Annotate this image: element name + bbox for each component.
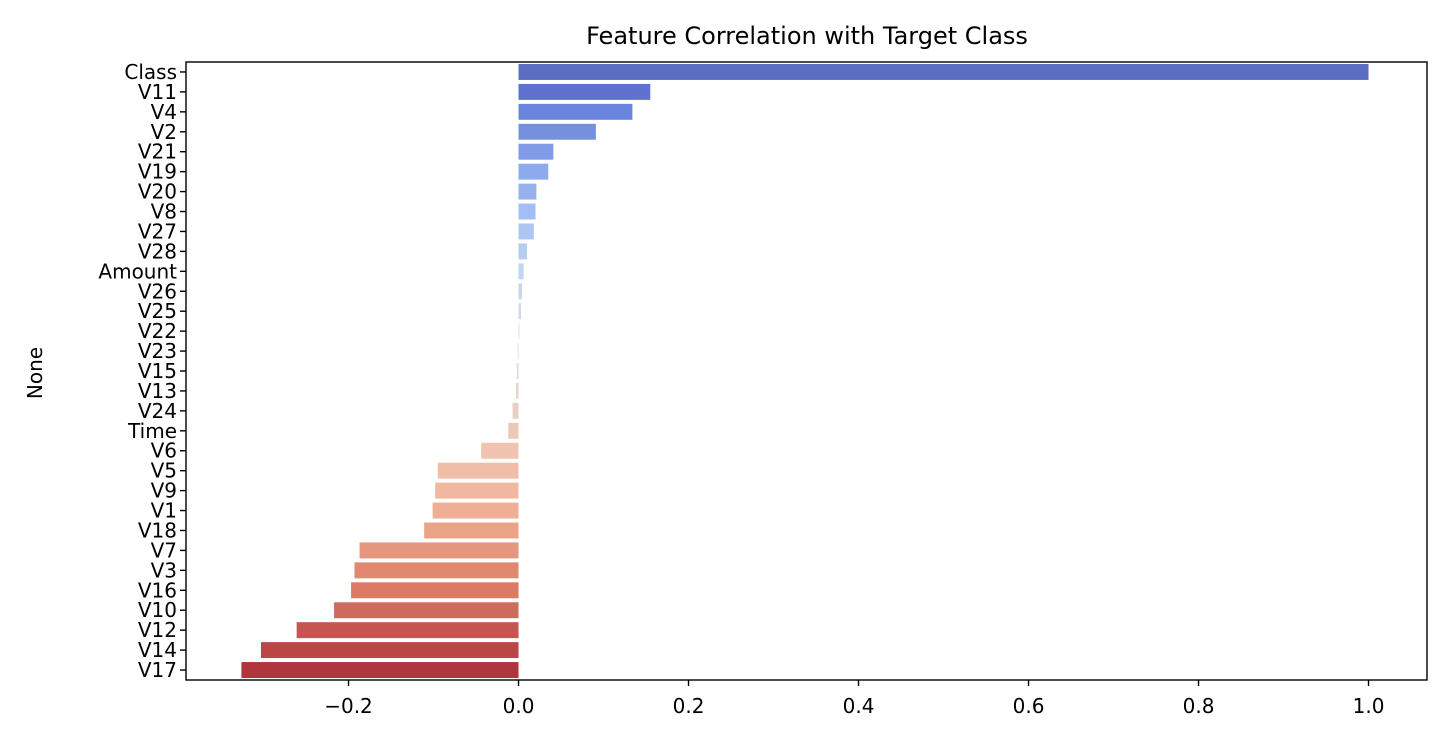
category-label: V10 (138, 598, 177, 622)
category-labels-group: ClassV11V4V2V21V19V20V8V27V28AmountV26V2… (98, 60, 186, 682)
bar-v18 (424, 522, 519, 539)
category-label: V8 (151, 200, 177, 224)
bar-v12 (296, 622, 519, 639)
category-label: V26 (138, 279, 177, 303)
x-ticks-group: −0.2 0.0 0.2 0.4 0.6 0.8 1.0 (324, 680, 1384, 718)
bar-v23 (517, 343, 519, 360)
x-tick-label: −0.2 (324, 694, 373, 718)
x-tick-label: 0.2 (673, 694, 705, 718)
bar-v5 (437, 462, 519, 479)
category-label: V15 (138, 359, 177, 383)
bar-v15 (516, 363, 519, 379)
category-label: V21 (138, 140, 177, 164)
category-label: V13 (138, 379, 177, 403)
category-label: V17 (138, 658, 177, 682)
category-label: V4 (151, 100, 177, 124)
y-axis-label: None (23, 347, 47, 399)
bar-v27 (518, 223, 534, 240)
x-tick-label: 0.6 (1013, 694, 1045, 718)
bar-v10 (334, 602, 519, 619)
category-label: V6 (151, 439, 177, 463)
bar-v21 (518, 143, 554, 160)
category-label: V22 (138, 319, 177, 343)
category-label: V28 (138, 239, 177, 263)
category-label: V20 (138, 180, 177, 204)
category-label: Amount (98, 259, 177, 283)
category-label: V16 (138, 578, 177, 602)
bar-v6 (481, 442, 519, 459)
category-label: V3 (151, 558, 177, 582)
category-label: V12 (138, 618, 177, 642)
category-label: V25 (138, 299, 177, 323)
category-label: V1 (151, 499, 177, 523)
category-label: V9 (151, 479, 177, 503)
bar-v9 (435, 482, 519, 499)
x-tick-label: 1.0 (1353, 694, 1385, 718)
bar-class (518, 63, 1369, 80)
category-label: V14 (138, 638, 177, 662)
bar-v22 (518, 323, 520, 340)
bar-v3 (354, 562, 519, 579)
bar-v14 (260, 642, 519, 659)
bar-v7 (359, 542, 519, 559)
bar-v16 (351, 582, 519, 599)
bar-v4 (518, 103, 633, 120)
bars-group (241, 63, 1369, 679)
category-label: V7 (151, 538, 177, 562)
category-label: V18 (138, 518, 177, 542)
bar-v20 (518, 183, 537, 200)
x-tick-label: 0.4 (843, 694, 875, 718)
chart-title: Feature Correlation with Target Class (586, 22, 1028, 50)
x-tick-label: 0.8 (1183, 694, 1215, 718)
x-tick-label: 0.0 (503, 694, 535, 718)
bar-v11 (518, 83, 651, 100)
bar-v25 (518, 303, 522, 320)
bar-v17 (241, 662, 519, 679)
plot-area-frame (185, 61, 1428, 681)
bar-time (508, 422, 519, 439)
bar-amount (518, 263, 524, 280)
category-label: Time (127, 419, 177, 443)
bar-v8 (518, 203, 536, 220)
category-label: V11 (138, 80, 177, 104)
category-label: V19 (138, 160, 177, 184)
bar-v19 (518, 163, 549, 180)
bar-v24 (512, 402, 519, 419)
category-label: V24 (138, 399, 177, 423)
bar-v28 (518, 243, 528, 260)
bar-v2 (518, 123, 596, 140)
category-label: V2 (151, 120, 177, 144)
bar-v13 (515, 382, 519, 399)
category-label: V23 (138, 339, 177, 363)
bar-v1 (432, 502, 519, 519)
category-label: Class (124, 60, 177, 84)
category-label: V5 (151, 459, 177, 483)
bar-v26 (518, 283, 522, 300)
category-label: V27 (138, 219, 177, 243)
